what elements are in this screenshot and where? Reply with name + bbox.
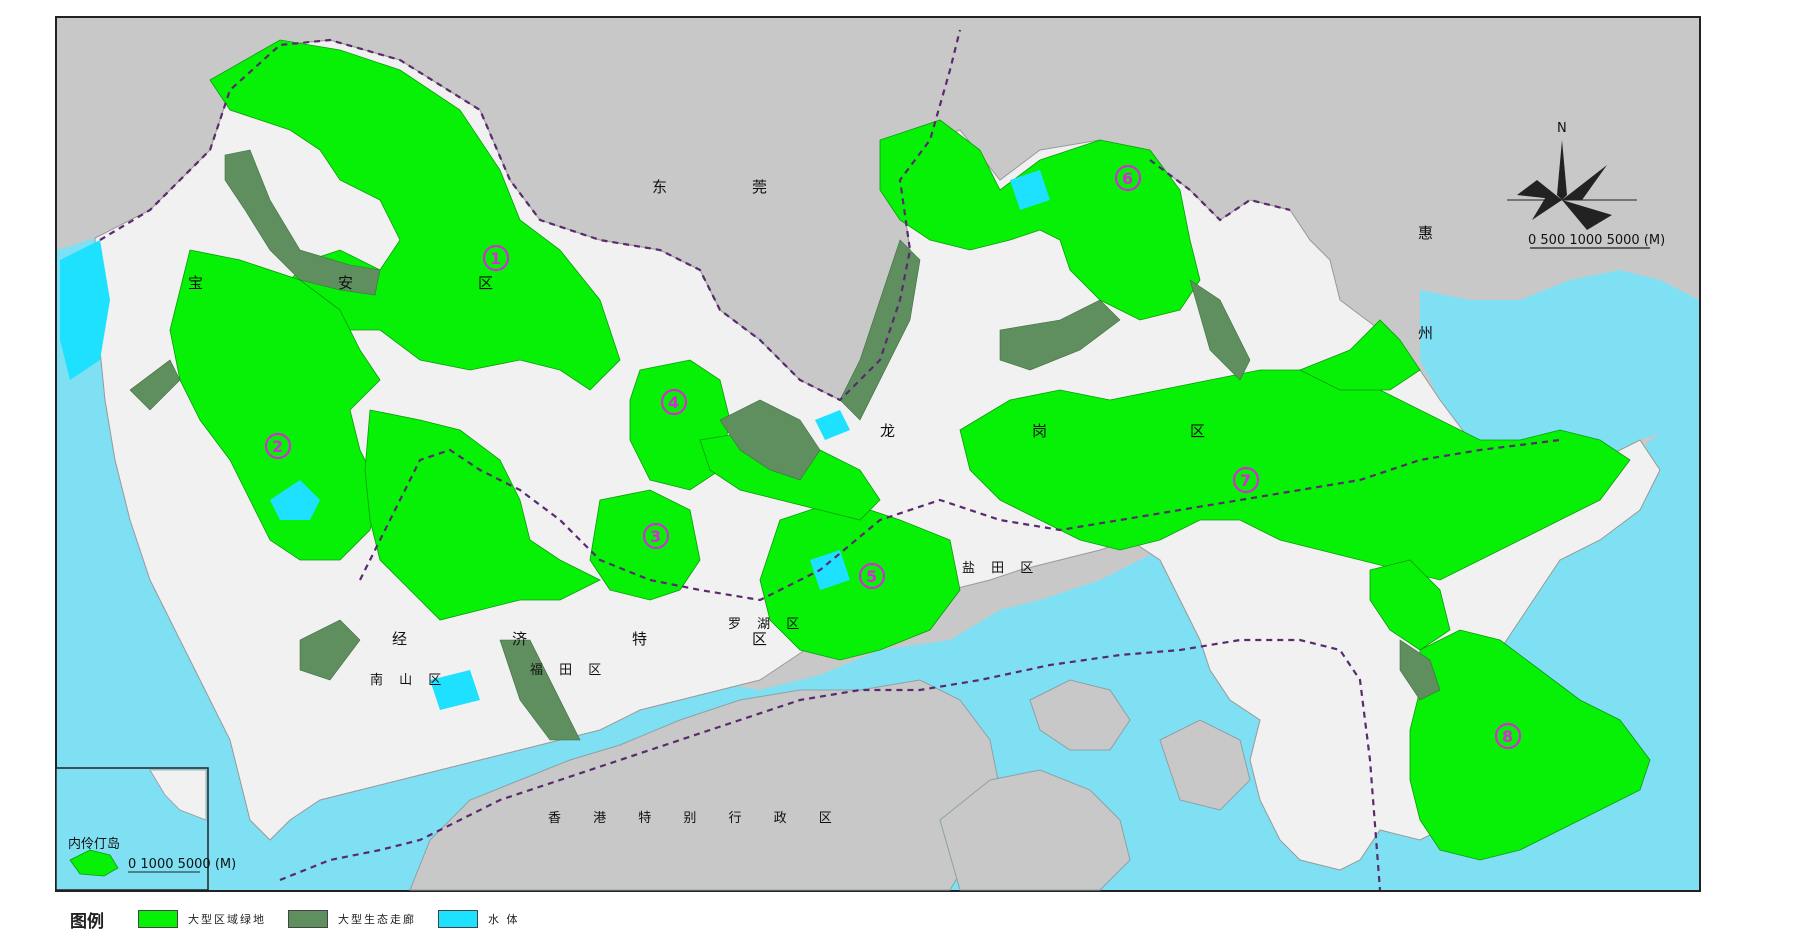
eco-corridors xyxy=(129,149,1441,741)
green-zone-8b xyxy=(1369,559,1451,651)
green-zone-2 xyxy=(169,249,381,561)
markers: 1 2 3 4 5 6 7 8 xyxy=(264,164,1522,750)
label-baoan-1: 宝 xyxy=(188,274,203,292)
green-zone-2b xyxy=(364,409,601,621)
label-luohu: 罗 湖 区 xyxy=(728,617,805,632)
reservoir-3 xyxy=(1010,170,1050,210)
green-zone-8 xyxy=(1409,629,1651,861)
green-zone-7b xyxy=(1299,319,1421,391)
green-zone-4 xyxy=(629,359,731,491)
reservoir-1 xyxy=(270,480,320,520)
label-tequ-4: 区 xyxy=(752,630,767,648)
label-futian: 福 田 区 xyxy=(530,663,607,678)
eco-corridor-longgang-2 xyxy=(999,299,1121,371)
coast-water-west xyxy=(60,240,110,380)
marker-5: 5 xyxy=(858,562,886,590)
eco-corridor-longgang xyxy=(839,239,921,421)
label-baoan-2: 安 xyxy=(338,274,353,292)
legend-item-eco-corridor: 大型生态走廊 xyxy=(288,910,416,928)
label-tequ-3: 特 xyxy=(632,630,647,648)
inset-island xyxy=(69,849,119,877)
marker-4: 4 xyxy=(660,388,688,416)
boundary-special-zone xyxy=(359,438,1561,602)
compass-icon: N xyxy=(1507,121,1637,230)
hong-kong-islands xyxy=(939,769,1131,891)
label-baoan-3: 区 xyxy=(478,274,493,292)
boundaries xyxy=(99,29,1561,891)
legend-swatch-water xyxy=(438,910,478,928)
svg-text:3: 3 xyxy=(650,527,661,546)
legend-label-water: 水 体 xyxy=(488,913,520,926)
eco-corridor-baoan-west xyxy=(129,359,181,411)
green-belts xyxy=(169,39,1651,861)
label-hongkong: 香 港 特 别 行 政 区 xyxy=(548,811,846,826)
label-dongguan-1: 东 xyxy=(652,178,667,196)
hong-kong-islands-3 xyxy=(1159,719,1251,811)
svg-text:7: 7 xyxy=(1240,471,1251,490)
inset-scale-text: 0 1000 5000 (M) xyxy=(128,857,236,872)
legend-label-eco-corridor: 大型生态走廊 xyxy=(338,913,416,926)
shenzhen-green-space-map: 内伶仃岛 0 1000 5000 (M) N 0 500 1000 5000 (… xyxy=(55,16,1701,892)
svg-text:6: 6 xyxy=(1122,169,1133,188)
legend-title: 图例 xyxy=(70,911,104,932)
label-nanshan: 南 山 区 xyxy=(370,672,447,688)
marker-6: 6 xyxy=(1114,164,1142,192)
legend-swatch-green-belt xyxy=(138,910,178,928)
label-longgang-3: 区 xyxy=(1190,422,1205,440)
shekou-water xyxy=(430,670,480,710)
sea-east xyxy=(1420,270,1699,470)
region-labels: 东 莞 惠 州 香 港 特 别 行 政 区 宝 安 区 龙 岗 区 经 济 特 … xyxy=(188,178,1433,826)
reservoir-2 xyxy=(810,550,850,590)
marker-8: 8 xyxy=(1494,722,1522,750)
label-dongguan-2: 莞 xyxy=(752,178,767,196)
label-yantian: 盐 田 区 xyxy=(962,561,1039,576)
eco-corridor-nanshan xyxy=(299,619,361,681)
hong-kong-islands-2 xyxy=(1029,679,1131,751)
svg-text:2: 2 xyxy=(272,437,283,456)
eco-corridor-luohu xyxy=(719,399,821,481)
water-bodies xyxy=(60,170,1050,710)
svg-text:4: 4 xyxy=(668,393,679,412)
legend-item-green-belt: 大型区域绿地 xyxy=(138,910,266,928)
marker-1: 1 xyxy=(482,244,510,272)
boundary-hk-sea xyxy=(279,638,1382,891)
inset-label: 内伶仃岛 xyxy=(68,836,120,852)
eco-corridor-dapeng xyxy=(1399,639,1441,701)
legend-item-water: 水 体 xyxy=(438,910,520,928)
reservoir-4 xyxy=(815,410,850,440)
marker-2: 2 xyxy=(264,432,292,460)
label-longgang-1: 龙 xyxy=(880,422,895,440)
inset-coast xyxy=(149,769,207,821)
boundary-huizhou xyxy=(1149,159,1291,222)
label-tequ-1: 经 xyxy=(392,630,407,648)
label-longgang-2: 岗 xyxy=(1032,422,1047,440)
boundary-dongguan xyxy=(99,29,962,402)
scale-bar: 0 500 1000 5000 (M) xyxy=(1528,233,1665,249)
marker-7: 7 xyxy=(1232,466,1260,494)
legend: 图例 大型区域绿地 大型生态走廊 水 体 xyxy=(70,908,542,932)
eco-corridor-longgang-3 xyxy=(1189,279,1251,381)
marker-3: 3 xyxy=(642,522,670,550)
green-zone-3 xyxy=(589,489,701,601)
svg-text:8: 8 xyxy=(1502,727,1513,746)
eco-corridor-futian xyxy=(499,639,581,741)
legend-label-green-belt: 大型区域绿地 xyxy=(188,913,266,926)
inset-map: 内伶仃岛 0 1000 5000 (M) xyxy=(55,767,236,891)
legend-swatch-eco-corridor xyxy=(288,910,328,928)
north-label: N xyxy=(1557,121,1567,136)
eco-corridor-baoan-north xyxy=(224,149,381,296)
svg-text:5: 5 xyxy=(866,567,877,586)
label-huizhou-1: 惠 xyxy=(1418,224,1433,242)
label-huizhou-2: 州 xyxy=(1418,324,1433,342)
label-tequ-2: 济 xyxy=(512,630,527,648)
svg-text:1: 1 xyxy=(490,249,501,268)
scale-text: 0 500 1000 5000 (M) xyxy=(1528,233,1665,248)
